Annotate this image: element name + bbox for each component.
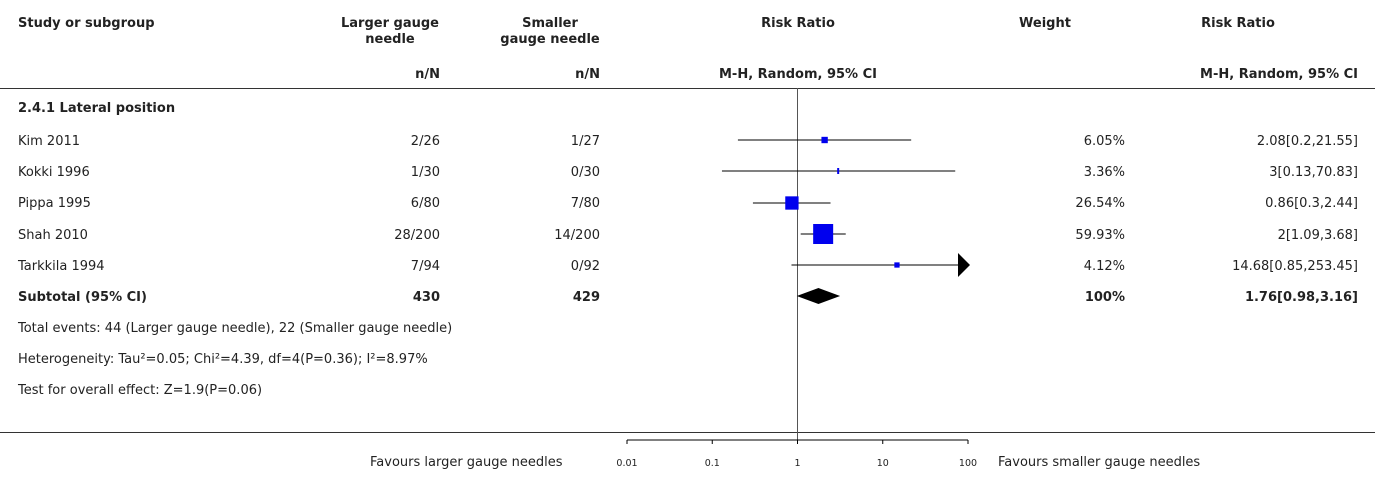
smaller-events: 7/80 <box>570 196 600 211</box>
x-tick-label: 0.1 <box>705 458 720 469</box>
study-weight: 59.93% <box>1075 228 1125 243</box>
subgroup-title: 2.4.1 Lateral position <box>18 101 176 116</box>
header-larger-gauge: Larger gauge needle <box>330 16 450 48</box>
study-name: Pippa 1995 <box>18 196 91 211</box>
header-larger-gauge-line2: needle <box>365 32 415 47</box>
subtotal-ci-text: 1.76[0.98,3.16] <box>1244 290 1358 305</box>
header-nN-smaller: n/N <box>575 67 600 82</box>
study-ci-text: 14.68[0.85,253.45] <box>1232 259 1358 274</box>
ci-arrow <box>958 253 970 277</box>
x-tick-label: 0.01 <box>616 458 637 469</box>
larger-events: 6/80 <box>410 196 440 211</box>
point-estimate-marker <box>821 136 828 144</box>
overall-effect-note: Test for overall effect: Z=1.9(P=0.06) <box>18 383 263 398</box>
subtotal-label: Subtotal (95% CI) <box>18 290 147 305</box>
study-name: Kim 2011 <box>18 134 81 149</box>
header-smaller-gauge: Smaller gauge needle <box>490 16 610 48</box>
study-ci-text: 0.86[0.3,2.44] <box>1265 196 1358 211</box>
subtotal-smaller: 429 <box>572 290 600 305</box>
point-estimate-marker <box>785 196 799 210</box>
larger-events: 7/94 <box>410 259 440 274</box>
header-divider <box>0 88 1375 89</box>
study-ci-text: 2.08[0.2,21.55] <box>1256 134 1358 149</box>
x-tick-label: 10 <box>877 458 889 469</box>
header-nN-larger: n/N <box>415 67 440 82</box>
larger-events: 2/26 <box>410 134 440 149</box>
header-method-text: M-H, Random, 95% CI <box>1200 67 1358 82</box>
header-weight: Weight <box>1019 16 1071 31</box>
subtotal-larger: 430 <box>412 290 440 305</box>
study-name: Kokki 1996 <box>18 165 90 180</box>
point-estimate-marker <box>813 224 834 244</box>
total-events-note: Total events: 44 (Larger gauge needle), … <box>18 321 453 336</box>
x-tick-label: 100 <box>959 458 977 469</box>
pooled-diamond <box>796 288 841 304</box>
study-weight: 26.54% <box>1075 196 1125 211</box>
smaller-events: 0/30 <box>570 165 600 180</box>
study-name: Shah 2010 <box>18 228 88 243</box>
heterogeneity-note: Heterogeneity: Tau²=0.05; Chi²=4.39, df=… <box>18 352 428 367</box>
point-estimate-marker <box>894 262 900 268</box>
header-larger-gauge-line1: Larger gauge <box>341 16 439 31</box>
header-smaller-gauge-line1: Smaller <box>522 16 578 31</box>
smaller-events: 14/200 <box>554 228 600 243</box>
bottom-divider <box>0 432 1375 433</box>
header-study: Study or subgroup <box>18 16 155 31</box>
subtotal-weight: 100% <box>1084 290 1125 305</box>
study-name: Tarkkila 1994 <box>18 259 105 274</box>
larger-events: 28/200 <box>394 228 440 243</box>
study-weight: 3.36% <box>1083 165 1125 180</box>
header-risk-ratio-text: Risk Ratio <box>1201 16 1275 31</box>
larger-events: 1/30 <box>410 165 440 180</box>
study-weight: 4.12% <box>1083 259 1125 274</box>
smaller-events: 1/27 <box>570 134 600 149</box>
favours-left-label: Favours larger gauge needles <box>370 455 563 470</box>
study-ci-text: 3[0.13,70.83] <box>1269 165 1358 180</box>
x-tick-label: 1 <box>794 458 800 469</box>
study-weight: 6.05% <box>1083 134 1125 149</box>
header-risk-ratio-plot: Risk Ratio <box>761 16 835 31</box>
header-smaller-gauge-line2: gauge needle <box>500 32 600 47</box>
study-ci-text: 2[1.09,3.68] <box>1277 228 1358 243</box>
header-method-plot: M-H, Random, 95% CI <box>719 67 877 82</box>
smaller-events: 0/92 <box>570 259 600 274</box>
favours-right-label: Favours smaller gauge needles <box>998 455 1201 470</box>
